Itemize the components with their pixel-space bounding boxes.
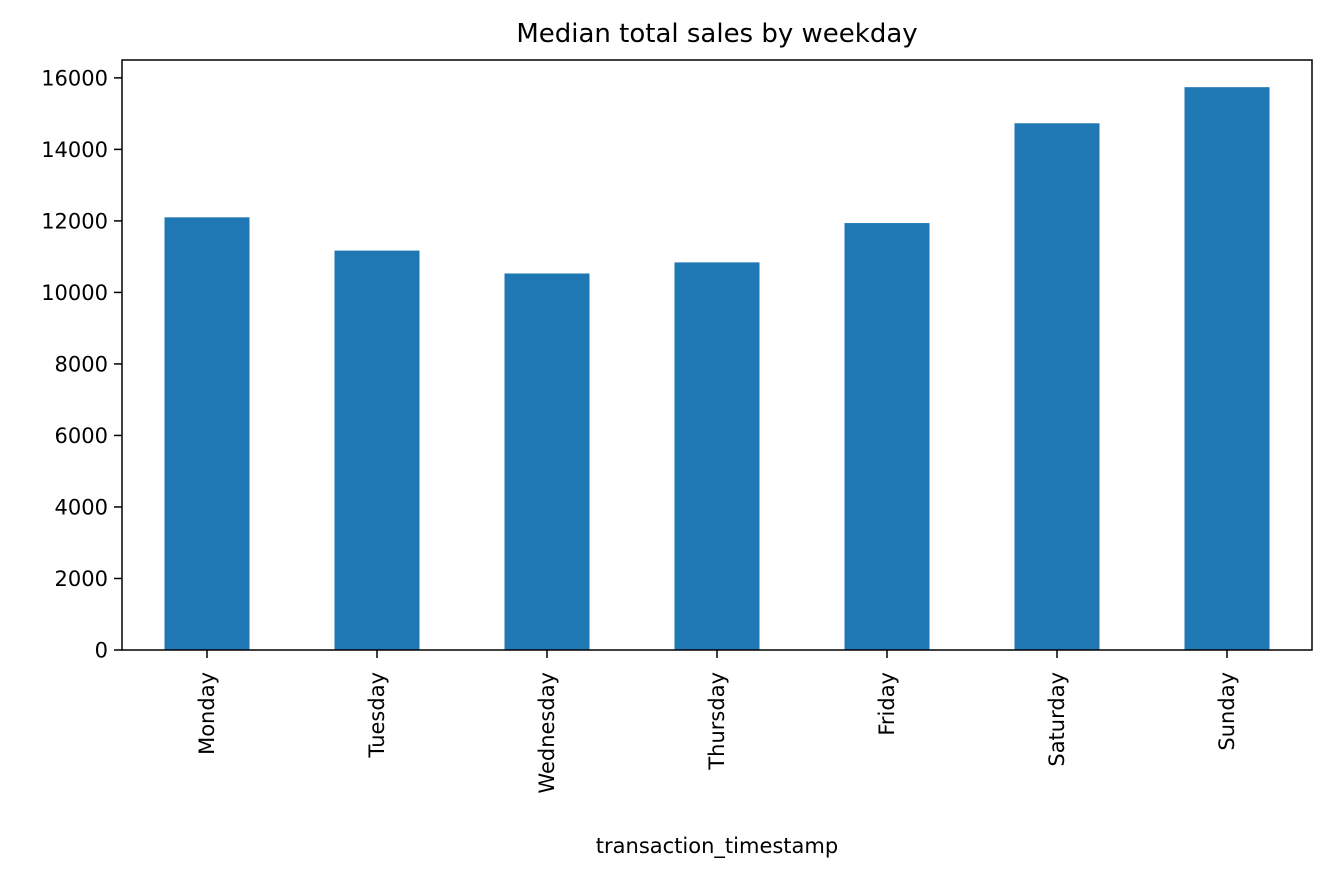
x-axis: Monday Tuesday Wednesday Thursday Friday Satu… [195, 650, 1239, 794]
bar [1184, 87, 1270, 650]
x-axis-label: transaction_timestamp [596, 834, 838, 859]
y-tick-label: 12000 [41, 209, 108, 233]
y-tick-label: 2000 [55, 567, 108, 591]
y-tick-label: 16000 [41, 66, 108, 90]
y-tick-label: 6000 [55, 424, 108, 448]
plot-frame [121, 59, 1313, 651]
y-tick-label: 10000 [41, 281, 108, 305]
bar [334, 250, 420, 650]
y-tick-label: 8000 [55, 352, 108, 376]
y-tick-label: 0 [95, 639, 108, 663]
x-tick-label: Tuesday [365, 672, 389, 758]
bar [844, 223, 930, 650]
bar [504, 273, 590, 650]
x-tick-label: Thursday [705, 672, 729, 771]
bar [164, 217, 250, 651]
chart-title: Median total sales by weekday [516, 19, 917, 49]
x-tick-label: Saturday [1045, 672, 1069, 767]
bars-layer [164, 87, 1270, 651]
x-tick-label: Monday [195, 672, 219, 755]
bar [674, 262, 760, 650]
y-axis: 0 2000 4000 6000 8000 10000 12000 14000 16000 [41, 66, 122, 663]
x-tick-label: Friday [875, 672, 899, 736]
y-tick-label: 4000 [55, 495, 108, 519]
y-tick-label: 14000 [41, 138, 108, 162]
x-tick-label: Wednesday [535, 672, 559, 794]
bar [1014, 123, 1100, 651]
x-tick-label: Sunday [1215, 672, 1239, 751]
